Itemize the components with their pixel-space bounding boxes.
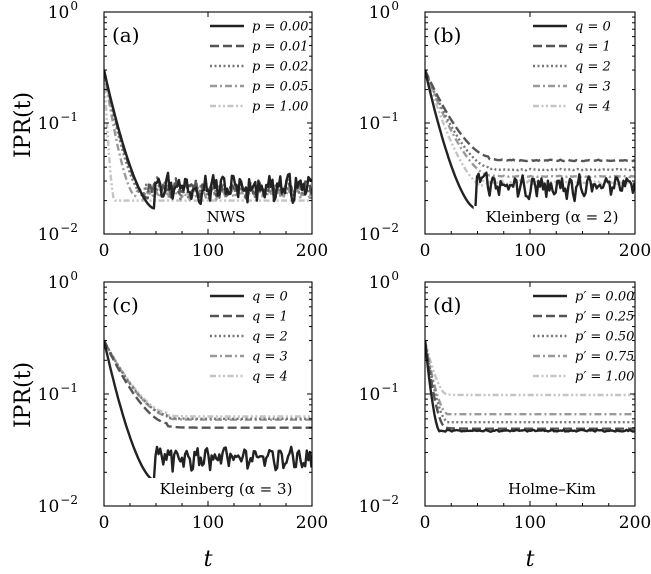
series-line-1 <box>425 340 635 433</box>
x-tick-label: 100 <box>514 513 546 533</box>
panel-c: 0 100 200 100 10−1 10−2 (c) Kleinberg (α = 3) q … <box>38 269 329 533</box>
x-tick-label: 0 <box>99 241 110 261</box>
y-tick-label: 100 <box>48 0 78 23</box>
panel-d: 0 100 200 100 10−1 10−2 (d) Holme–Kim p′ = 0.00 p… <box>359 269 651 533</box>
series-line-4 <box>425 340 635 416</box>
legend-label: q = 1 <box>252 310 288 325</box>
panel-label: (a) <box>112 23 140 47</box>
y-axis-title-top: IPR(t) <box>11 92 36 158</box>
x-tick-label: 100 <box>192 241 224 261</box>
legend-label: q = 4 <box>575 100 611 115</box>
legend-label: q = 3 <box>575 80 611 95</box>
y-tick-label: 10−2 <box>38 493 78 517</box>
series-group <box>104 69 312 210</box>
series-line-1 <box>104 69 312 210</box>
legend-label: p = 0.01 <box>252 40 308 55</box>
x-tick-label: 0 <box>99 513 110 533</box>
x-tick-label: 200 <box>296 241 328 261</box>
y-tick-label: 10−2 <box>38 221 78 245</box>
x-tick-label: 200 <box>296 513 328 533</box>
panel-b: 0 100 200 100 10−1 10−2 (b) Kleinberg (α = 2) q … <box>359 0 651 261</box>
legend-label: p = 0.00 <box>252 20 308 35</box>
series-line-1 <box>425 69 635 210</box>
x-tick-label: 0 <box>420 241 431 261</box>
panel-label: (c) <box>112 293 139 317</box>
series-line-1 <box>104 340 312 482</box>
panel-annotation: Kleinberg (α = 2) <box>486 208 619 226</box>
panel-annotation: Kleinberg (α = 3) <box>160 480 293 498</box>
legend-label: p′ = 0.75 <box>575 350 634 365</box>
y-tick-label: 10−2 <box>359 493 399 517</box>
y-tick-label: 100 <box>48 269 78 293</box>
x-tick-label: 100 <box>192 513 224 533</box>
panel-annotation: Holme–Kim <box>508 480 596 498</box>
series-group <box>425 340 635 433</box>
series-line-2 <box>104 340 312 429</box>
panel-label: (b) <box>433 23 461 47</box>
legend-label: q = 4 <box>252 370 288 385</box>
x-tick-label: 200 <box>619 513 651 533</box>
y-tick-label: 10−1 <box>38 381 78 405</box>
legend-label: p′ = 0.25 <box>575 310 634 325</box>
panel-a: 0 100 200 100 10−1 10−2 (a) NWS p = 0.00 p = 0.01… <box>38 0 329 261</box>
legend-label: p′ = 0.50 <box>575 330 634 345</box>
legend-label: p′ = 1.00 <box>575 370 634 385</box>
y-axis-title-bottom: IPR(t) <box>11 362 36 428</box>
y-tick-label: 10−1 <box>359 381 399 405</box>
annotation-box <box>507 478 597 500</box>
legend-label: p = 0.05 <box>252 80 308 95</box>
series-group <box>104 340 312 482</box>
annotation-box <box>147 478 305 500</box>
legend-label: q = 2 <box>252 330 288 345</box>
series-line-5 <box>425 69 635 188</box>
series-line-3 <box>104 340 312 420</box>
x-axis-title-left: t <box>204 547 213 572</box>
legend-label: p = 1.00 <box>252 100 308 115</box>
annotation-box <box>473 206 631 228</box>
legend-label: p = 0.02 <box>252 60 308 75</box>
series-line-3 <box>425 340 635 424</box>
y-tick-label: 10−2 <box>359 221 399 245</box>
series-line-4 <box>425 69 635 179</box>
x-tick-label: 200 <box>619 241 651 261</box>
x-tick-label: 0 <box>420 513 431 533</box>
annotation-box <box>196 206 256 228</box>
y-tick-label: 100 <box>369 269 399 293</box>
series-line-5 <box>104 340 312 418</box>
series-line-2 <box>425 69 635 163</box>
panel-label: (d) <box>433 293 461 317</box>
legend-label: q = 0 <box>252 290 288 305</box>
series-group <box>425 69 635 210</box>
y-tick-label: 100 <box>369 0 399 23</box>
series-line-3 <box>425 69 635 172</box>
legend-label: p′ = 0.00 <box>575 290 634 305</box>
series-line-2 <box>425 340 635 430</box>
x-tick-label: 100 <box>514 241 546 261</box>
legend-label: q = 3 <box>252 350 288 365</box>
legend-label: q = 0 <box>575 20 611 35</box>
y-tick-label: 10−1 <box>359 110 399 134</box>
legend-label: q = 1 <box>575 40 611 55</box>
x-axis-title-right: t <box>526 547 535 572</box>
legend-label: q = 2 <box>575 60 611 75</box>
series-line-5 <box>104 69 312 202</box>
series-line-5 <box>425 340 635 397</box>
y-tick-label: 10−1 <box>38 110 78 134</box>
panel-annotation: NWS <box>207 208 246 226</box>
